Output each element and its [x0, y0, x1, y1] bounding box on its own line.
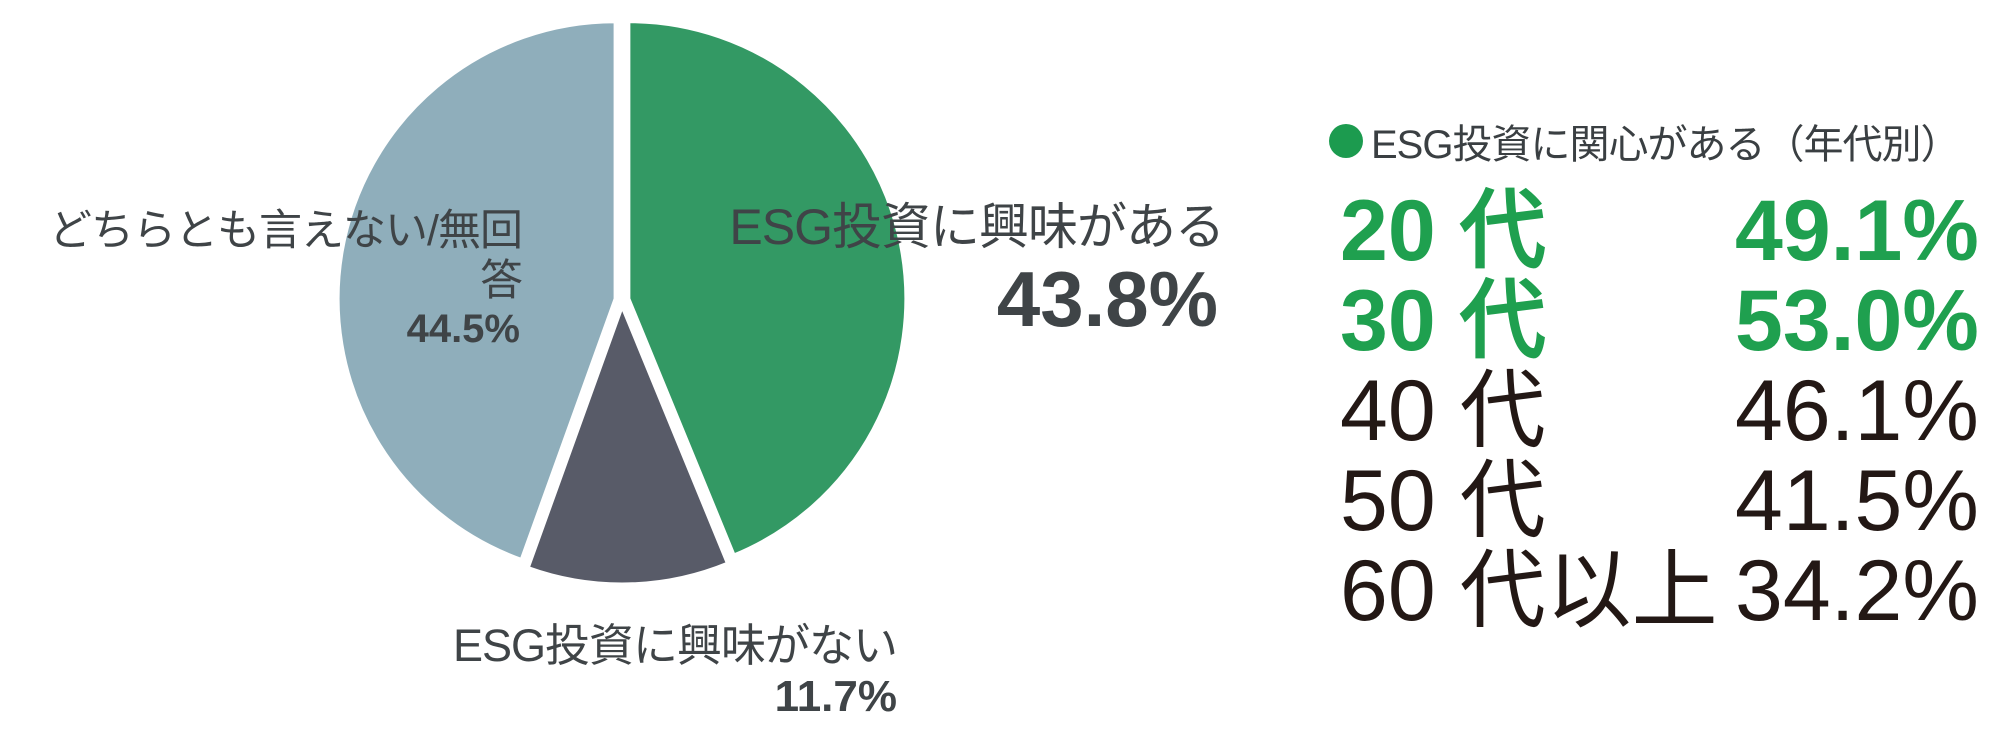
age-value: 34.2% [1735, 543, 1979, 639]
slice-value-interested: 43.8% [996, 255, 1218, 343]
pie-chart [336, 20, 908, 586]
table-row: 50 代 41.5% [1340, 456, 1992, 546]
slice-label-interested: ESG投資に興味がある [729, 199, 1225, 255]
slice-value-neutral: 44.5% [406, 307, 520, 351]
slice-label-neutral: どちらとも言えない/無回答 [49, 207, 523, 305]
table-row: 30 代 53.0% [1340, 276, 1992, 366]
age-label: 40 代 [1340, 363, 1546, 459]
slice-label-not-interested: ESG投資に興味がない [452, 620, 898, 671]
table-row: 20 代 49.1% [1340, 186, 1992, 276]
age-table-title: ESG投資に関心がある（年代別） [1371, 123, 1960, 167]
pie-label-neutral: どちらとも言えない/無回答 44.5% [22, 206, 523, 352]
pie-chart-container [330, 8, 914, 592]
age-table: 20 代 49.1% 30 代 53.0% 40 代 46.1% 50 代 41.5% 60 代以上 34.… [1340, 186, 1992, 636]
pie-slice-2 [336, 20, 617, 562]
age-label: 20 代 [1340, 183, 1546, 279]
legend-bullet-icon [1329, 124, 1363, 158]
age-label: 30 代 [1340, 273, 1546, 369]
pie-label-not-interested: ESG投資に興味がない 11.7% [380, 620, 898, 722]
age-table-header: ESG投資に関心がある（年代別） [1329, 112, 1960, 170]
table-row: 40 代 46.1% [1340, 366, 1992, 456]
age-value: 46.1% [1735, 363, 1979, 459]
age-label: 60 代以上 [1340, 543, 1718, 639]
age-label: 50 代 [1340, 453, 1546, 549]
pie-slice-1 [526, 302, 730, 586]
slice-value-not-interested: 11.7% [774, 672, 897, 721]
pie-label-interested: ESG投資に興味がある 43.8% [664, 198, 1225, 343]
age-value: 53.0% [1735, 273, 1979, 369]
age-value: 41.5% [1735, 453, 1979, 549]
table-row: 60 代以上 34.2% [1340, 546, 1992, 636]
pie-slice-0 [627, 20, 908, 557]
age-value: 49.1% [1735, 183, 1979, 279]
